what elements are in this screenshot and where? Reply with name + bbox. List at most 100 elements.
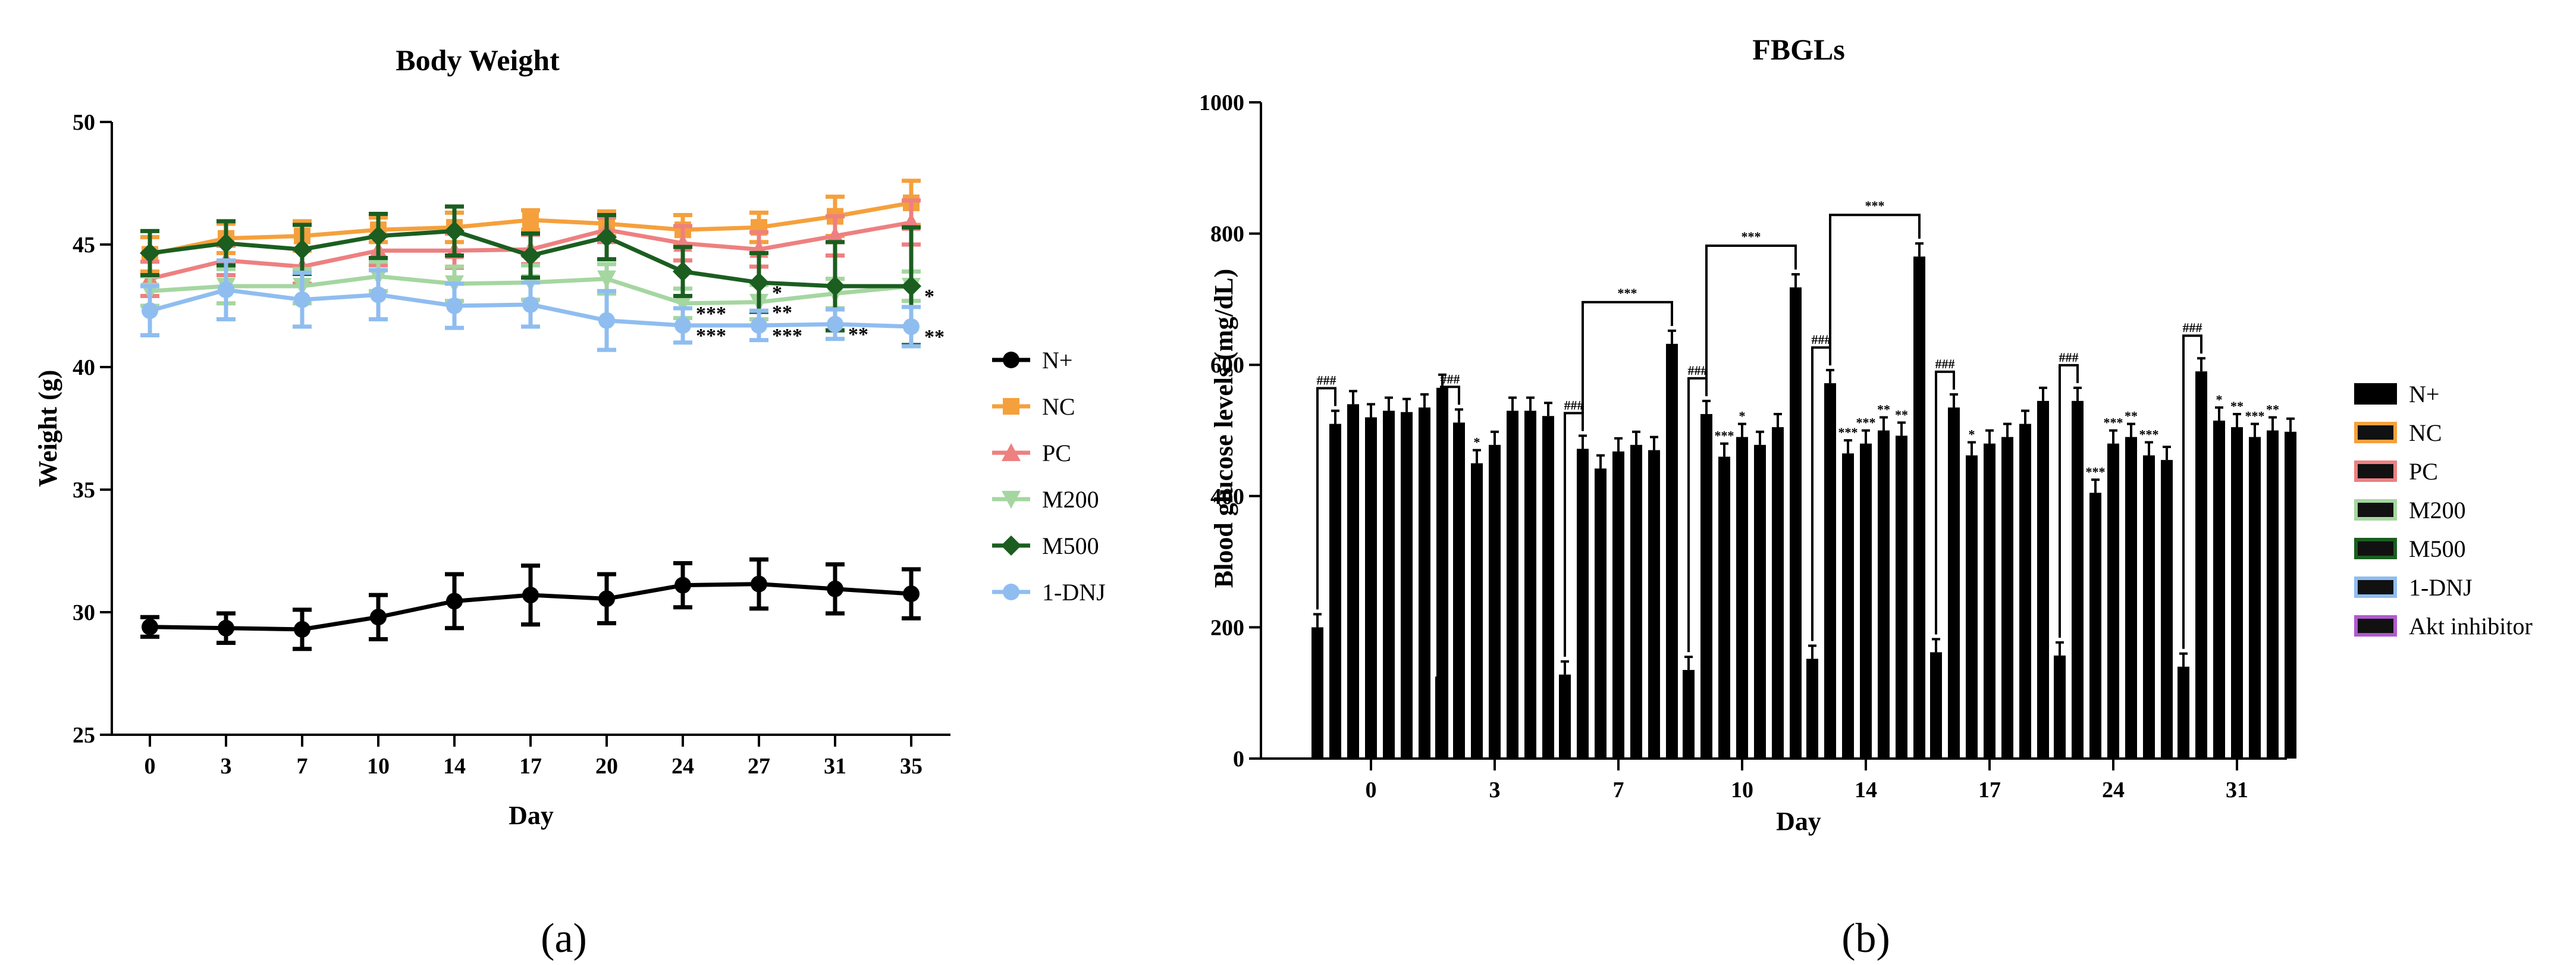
- bar: [1383, 411, 1395, 759]
- data-point: [598, 590, 615, 607]
- bar: [1824, 383, 1836, 759]
- significance-bracket: [1582, 300, 1673, 431]
- significance-label: ***: [2104, 415, 2123, 430]
- legend-swatch-border: [2354, 615, 2397, 637]
- y-tick-label: 40: [73, 355, 95, 380]
- bar: [1842, 453, 1854, 759]
- x-tick-label: 0: [1366, 778, 1377, 803]
- bar-group-day-0: [1311, 373, 1448, 759]
- bar: [2161, 460, 2173, 759]
- significance-bracket: [1705, 245, 1797, 396]
- data-point: [522, 587, 539, 604]
- significance-label: *: [2216, 392, 2223, 407]
- bar: [1612, 451, 1624, 759]
- data-point: [674, 317, 691, 334]
- y-tick-label: 1000: [1199, 90, 1244, 115]
- data-point: [673, 294, 692, 313]
- significance-label: ***: [696, 325, 726, 347]
- bar: [2249, 437, 2261, 759]
- data-point: [218, 281, 234, 299]
- bar: [1595, 468, 1607, 759]
- bar: [1772, 427, 1784, 759]
- bar: [2285, 431, 2296, 759]
- significance-bracket: [1829, 214, 1921, 366]
- significance-label: ***: [1865, 198, 1885, 213]
- legend-swatch-border: [2354, 460, 2397, 482]
- bar-group-day-3: [1435, 386, 1554, 759]
- significance-label: **: [1877, 402, 1890, 417]
- bar: [1559, 674, 1571, 759]
- legend-label: N+: [1042, 347, 1072, 374]
- data-point: [1003, 352, 1019, 368]
- chart-title: FBGLs: [1752, 33, 1845, 66]
- bar: [1648, 450, 1660, 759]
- bar: [1860, 443, 1872, 759]
- bar: [1878, 430, 1890, 759]
- legend: N+ NC PC M200 M500 1-DNJ Akt inhibitor: [2354, 381, 2533, 640]
- series-n+: [140, 557, 921, 651]
- significance-label: ***: [1838, 425, 1858, 440]
- bar: [1630, 444, 1642, 759]
- legend-item-n+: N+: [992, 347, 1072, 374]
- bar: [1524, 411, 1536, 759]
- significance-label: *: [1739, 409, 1746, 424]
- significance-label: **: [772, 302, 792, 324]
- legend-item-pc: PC: [2354, 458, 2438, 485]
- bar: [2267, 430, 2279, 759]
- data-point: [825, 276, 845, 297]
- panel-label: (b): [1841, 916, 1890, 961]
- significance-label: ***: [696, 303, 726, 325]
- significance-label: ***: [1742, 229, 1761, 244]
- x-tick-label: 3: [1489, 778, 1501, 803]
- data-point: [294, 621, 310, 638]
- bar: [1948, 407, 1960, 759]
- significance-bracket: [1440, 386, 1460, 659]
- bar: [2125, 437, 2137, 759]
- legend-item-pc: PC: [992, 440, 1071, 466]
- legend-item-1-dnj: 1-DNJ: [992, 579, 1106, 606]
- y-tick-label: 45: [73, 233, 95, 258]
- legend-label: PC: [2409, 458, 2438, 485]
- significance-label: **: [1895, 407, 1908, 422]
- bar: [1542, 416, 1554, 759]
- bar: [1896, 435, 1907, 759]
- bar: [1790, 287, 1802, 759]
- significance-label: ###: [1812, 332, 1831, 347]
- bar: [1683, 670, 1695, 759]
- x-tick-label: 24: [2102, 778, 2125, 803]
- data-point: [1003, 398, 1019, 415]
- x-tick-label: 17: [519, 754, 542, 779]
- legend-item-m200: M200: [2354, 497, 2466, 524]
- data-point: [1002, 491, 1021, 509]
- bar: [1966, 455, 1978, 759]
- y-tick-label: 200: [1210, 615, 1244, 640]
- bar: [1311, 627, 1323, 759]
- bar: [2089, 493, 2101, 759]
- bar: [2019, 424, 2031, 759]
- legend-label: NC: [2409, 419, 2442, 446]
- legend-label: M500: [1042, 532, 1099, 559]
- bar-group-day-17: [1930, 370, 2049, 759]
- legend-label: PC: [1042, 440, 1071, 466]
- data-point: [1003, 584, 1019, 600]
- data-point: [826, 226, 845, 245]
- y-tick-label: 50: [73, 110, 95, 135]
- x-tick-label: 10: [1731, 778, 1753, 803]
- significance-label: *: [1969, 427, 1975, 441]
- legend-label: M200: [2409, 497, 2466, 524]
- bar: [1401, 412, 1413, 759]
- panel-label: (a): [541, 916, 587, 961]
- data-point: [140, 243, 160, 264]
- significance-label: ***: [1618, 286, 1637, 300]
- significance-label: ###: [1317, 372, 1336, 387]
- bar: [2195, 371, 2207, 759]
- bar: [1718, 456, 1730, 759]
- x-tick-label: 24: [672, 754, 694, 779]
- bar: [1913, 256, 1925, 759]
- bar-group-day-7: [1559, 329, 1678, 759]
- data-point: [598, 312, 615, 329]
- significance-bracket: [2182, 334, 2202, 649]
- significance-bracket: [1935, 370, 1955, 635]
- data-point: [673, 261, 693, 282]
- bar: [1453, 422, 1465, 759]
